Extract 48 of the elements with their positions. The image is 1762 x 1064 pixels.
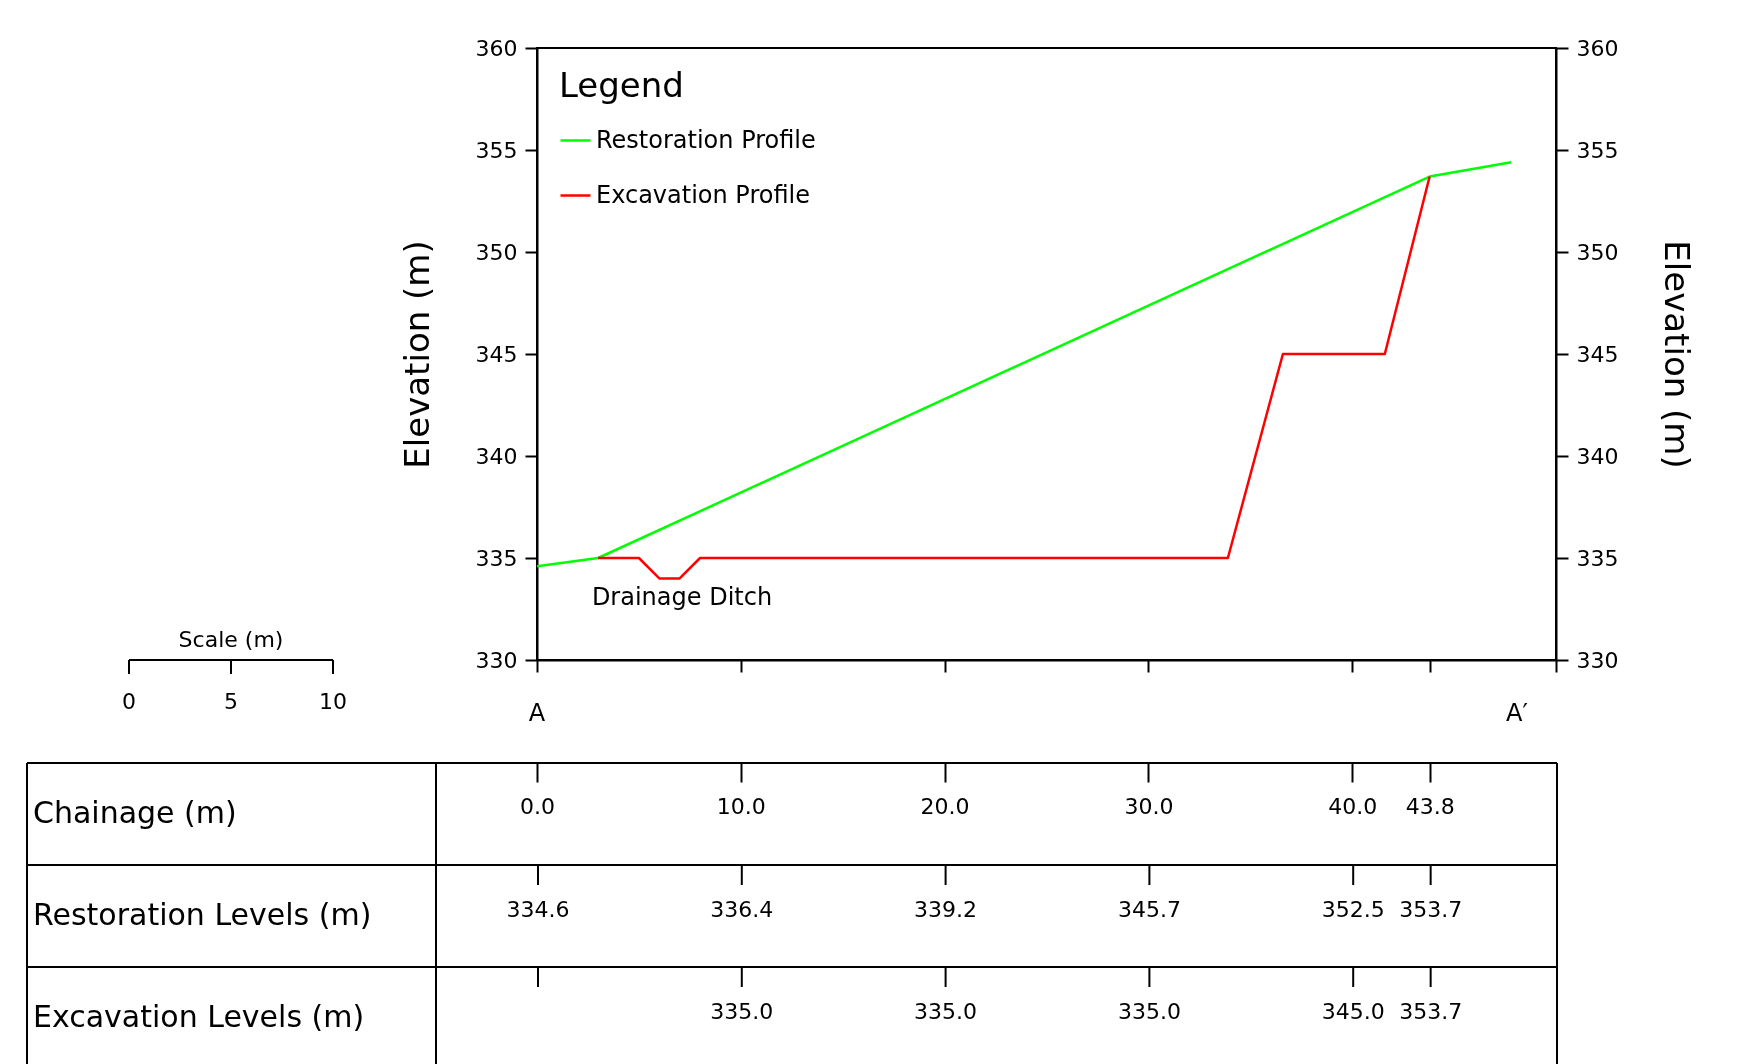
x-tick-label: 20.0 bbox=[920, 793, 970, 819]
x-tick-label: 40.0 bbox=[1328, 793, 1378, 819]
text: 335.0 bbox=[914, 999, 978, 1024]
text: 345.7 bbox=[1117, 897, 1181, 922]
legend-title: Legend bbox=[559, 65, 684, 105]
y-tick-label: 360 bbox=[475, 35, 518, 61]
x-tick-label: 0.0 bbox=[520, 793, 555, 819]
text: 345.0 bbox=[1321, 999, 1385, 1024]
text: Scale (m) bbox=[178, 627, 284, 652]
y-axis-title: Elevation (m) bbox=[396, 240, 437, 469]
category-label: Excavation Levels (m) bbox=[33, 999, 365, 1034]
text: 0 bbox=[122, 689, 136, 714]
y-tick-label: 330 bbox=[475, 647, 518, 673]
legend-label: Excavation Profile bbox=[596, 180, 810, 209]
y-tick-label: 335 bbox=[475, 545, 518, 571]
text: A′ bbox=[1506, 699, 1528, 727]
legend-label: Restoration Profile bbox=[596, 125, 816, 154]
y2-tick-label: 345 bbox=[1576, 341, 1619, 367]
y2-tick-label: 330 bbox=[1576, 647, 1619, 673]
text: 10 bbox=[319, 689, 347, 714]
text: 353.7 bbox=[1399, 897, 1463, 922]
line-series bbox=[596, 175, 1431, 580]
text: 353.7 bbox=[1399, 999, 1463, 1024]
category-label: Restoration Levels (m) bbox=[33, 897, 372, 932]
category-label: Chainage (m) bbox=[33, 795, 237, 830]
y2-tick-label: 350 bbox=[1576, 239, 1619, 265]
y-tick-label: 350 bbox=[475, 239, 518, 265]
text: 5 bbox=[224, 689, 238, 714]
y2-tick-label: 340 bbox=[1576, 443, 1619, 469]
y-tick-label: 345 bbox=[475, 341, 518, 367]
x-tick-label: 30.0 bbox=[1124, 793, 1174, 819]
y2-axis-title: Elevation (m) bbox=[1657, 240, 1698, 469]
y-tick-label: 355 bbox=[475, 137, 518, 163]
text: 352.5 bbox=[1321, 897, 1385, 922]
y2-tick-label: 335 bbox=[1576, 545, 1619, 571]
text: 335.0 bbox=[710, 999, 774, 1024]
text: 334.6 bbox=[506, 897, 570, 922]
line-series bbox=[535, 160, 1513, 568]
annotation: Drainage Ditch bbox=[591, 583, 773, 611]
text: 339.2 bbox=[914, 897, 978, 922]
y2-tick-label: 355 bbox=[1576, 137, 1619, 163]
y-tick-label: 340 bbox=[475, 443, 518, 469]
x-tick-label: 43.8 bbox=[1405, 793, 1455, 819]
y2-tick-label: 360 bbox=[1576, 35, 1619, 61]
text: 335.0 bbox=[1117, 999, 1181, 1024]
text: A bbox=[528, 699, 546, 727]
x-tick-label: 10.0 bbox=[716, 793, 766, 819]
text: 336.4 bbox=[710, 897, 774, 922]
